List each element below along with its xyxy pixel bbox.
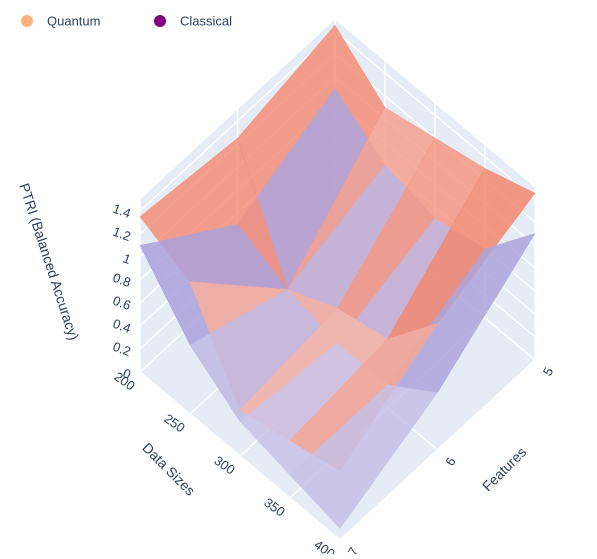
y-tick-label: 6 [442,455,459,469]
y-tick-label: 7 [345,545,362,554]
legend-marker [21,15,33,27]
z-tick-label: 0.2 [111,339,133,359]
z-tick-label: 1 [121,250,133,267]
grid-line [334,30,536,200]
x-tick-label: 350 [261,495,287,520]
z-tick-label: 0.8 [111,270,133,290]
y-axis-title: Features [479,444,529,494]
legend-label: Quantum [47,13,100,28]
x-tick-label: 400 [311,537,337,554]
legend-label: Classical [180,13,232,28]
x-tick-label: 250 [161,411,187,436]
x-axis-title: Data Sizes [139,439,198,498]
z-tick-label: 0.4 [111,316,133,336]
grid-line [139,30,336,212]
z-axis-title: PTRI (Balanced Accuracy) [16,181,82,342]
surface-patch [289,384,438,529]
grid-line [139,371,341,541]
z-tick-label: 1.2 [111,224,133,244]
y-tick-label: 5 [540,365,557,379]
z-tick-label: 1.4 [111,201,133,221]
z-tick-label: 0 [121,365,133,382]
x-tick-label: 300 [211,453,237,478]
legend-marker [154,15,166,27]
z-tick-label: 0.6 [111,293,133,313]
